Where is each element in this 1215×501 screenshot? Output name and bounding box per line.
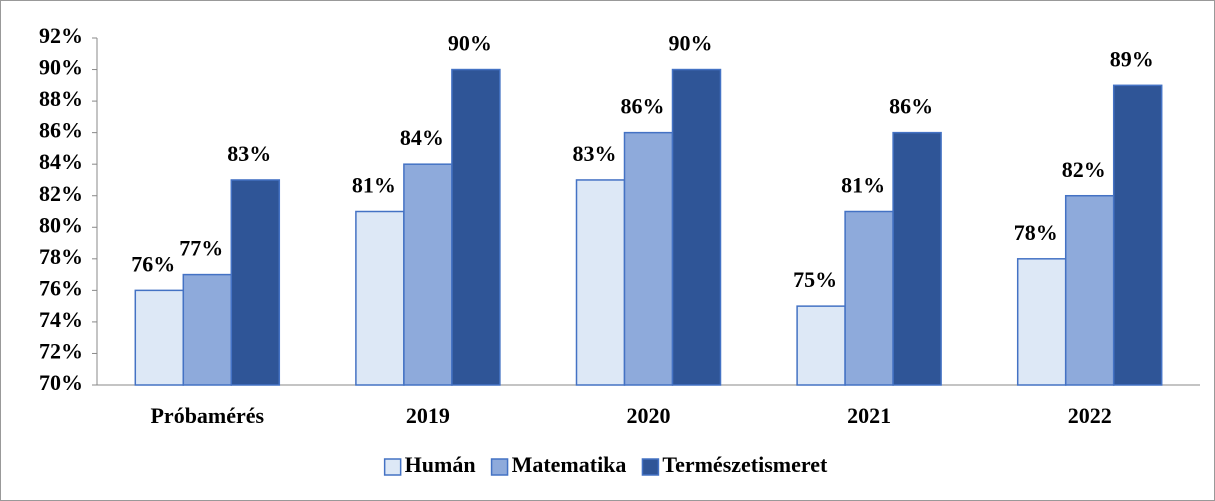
legend-swatch <box>490 458 509 476</box>
bar <box>403 163 453 386</box>
bar <box>355 210 405 386</box>
x-tick-label: 2019 <box>406 403 450 428</box>
bar <box>844 210 894 386</box>
value-label: 90% <box>448 31 492 56</box>
value-label: 86% <box>621 94 665 119</box>
bar <box>892 131 942 386</box>
y-tick-label: 88% <box>39 86 83 111</box>
y-tick-label: 86% <box>39 118 83 143</box>
bar <box>230 179 281 386</box>
value-label: 82% <box>1062 157 1106 182</box>
bar <box>671 68 722 386</box>
value-label: 76% <box>131 251 175 276</box>
value-label: 90% <box>669 31 713 56</box>
legend-label: Természetismeret <box>662 452 828 477</box>
bar <box>623 131 674 386</box>
bar <box>182 273 233 386</box>
value-label: 86% <box>889 94 933 119</box>
value-label: 78% <box>1014 220 1058 245</box>
y-tick-label: 84% <box>39 149 83 174</box>
value-label: 83% <box>573 141 617 166</box>
legend-swatch <box>641 458 660 476</box>
bar <box>1016 258 1067 386</box>
y-tick-label: 90% <box>39 55 83 80</box>
y-tick-label: 82% <box>39 181 83 206</box>
value-label: 81% <box>352 173 396 198</box>
value-label: 81% <box>841 173 885 198</box>
y-tick-label: 72% <box>39 339 83 364</box>
bar <box>134 289 185 386</box>
bar <box>796 305 846 386</box>
y-tick-label: 92% <box>39 23 83 48</box>
y-tick-label: 70% <box>39 370 83 395</box>
value-label: 89% <box>1110 46 1154 71</box>
value-label: 84% <box>400 125 444 150</box>
y-tick-label: 78% <box>39 244 83 269</box>
y-tick-label: 76% <box>39 275 83 300</box>
x-tick-label: Próbamérés <box>150 403 264 428</box>
y-tick-label: 74% <box>39 307 83 332</box>
legend-label: Humán <box>405 452 476 477</box>
value-label: 83% <box>227 141 271 166</box>
bar <box>1112 84 1163 386</box>
legend-swatch <box>383 458 402 476</box>
value-label: 75% <box>793 267 837 292</box>
x-tick-label: 2021 <box>847 403 891 428</box>
value-label: 77% <box>179 236 223 261</box>
y-tick-label: 80% <box>39 212 83 237</box>
legend-label: Matematika <box>512 452 627 477</box>
bar <box>575 179 626 386</box>
bar <box>451 68 501 386</box>
bar <box>1064 194 1115 386</box>
x-tick-label: 2022 <box>1068 403 1112 428</box>
x-tick-label: 2020 <box>627 403 671 428</box>
